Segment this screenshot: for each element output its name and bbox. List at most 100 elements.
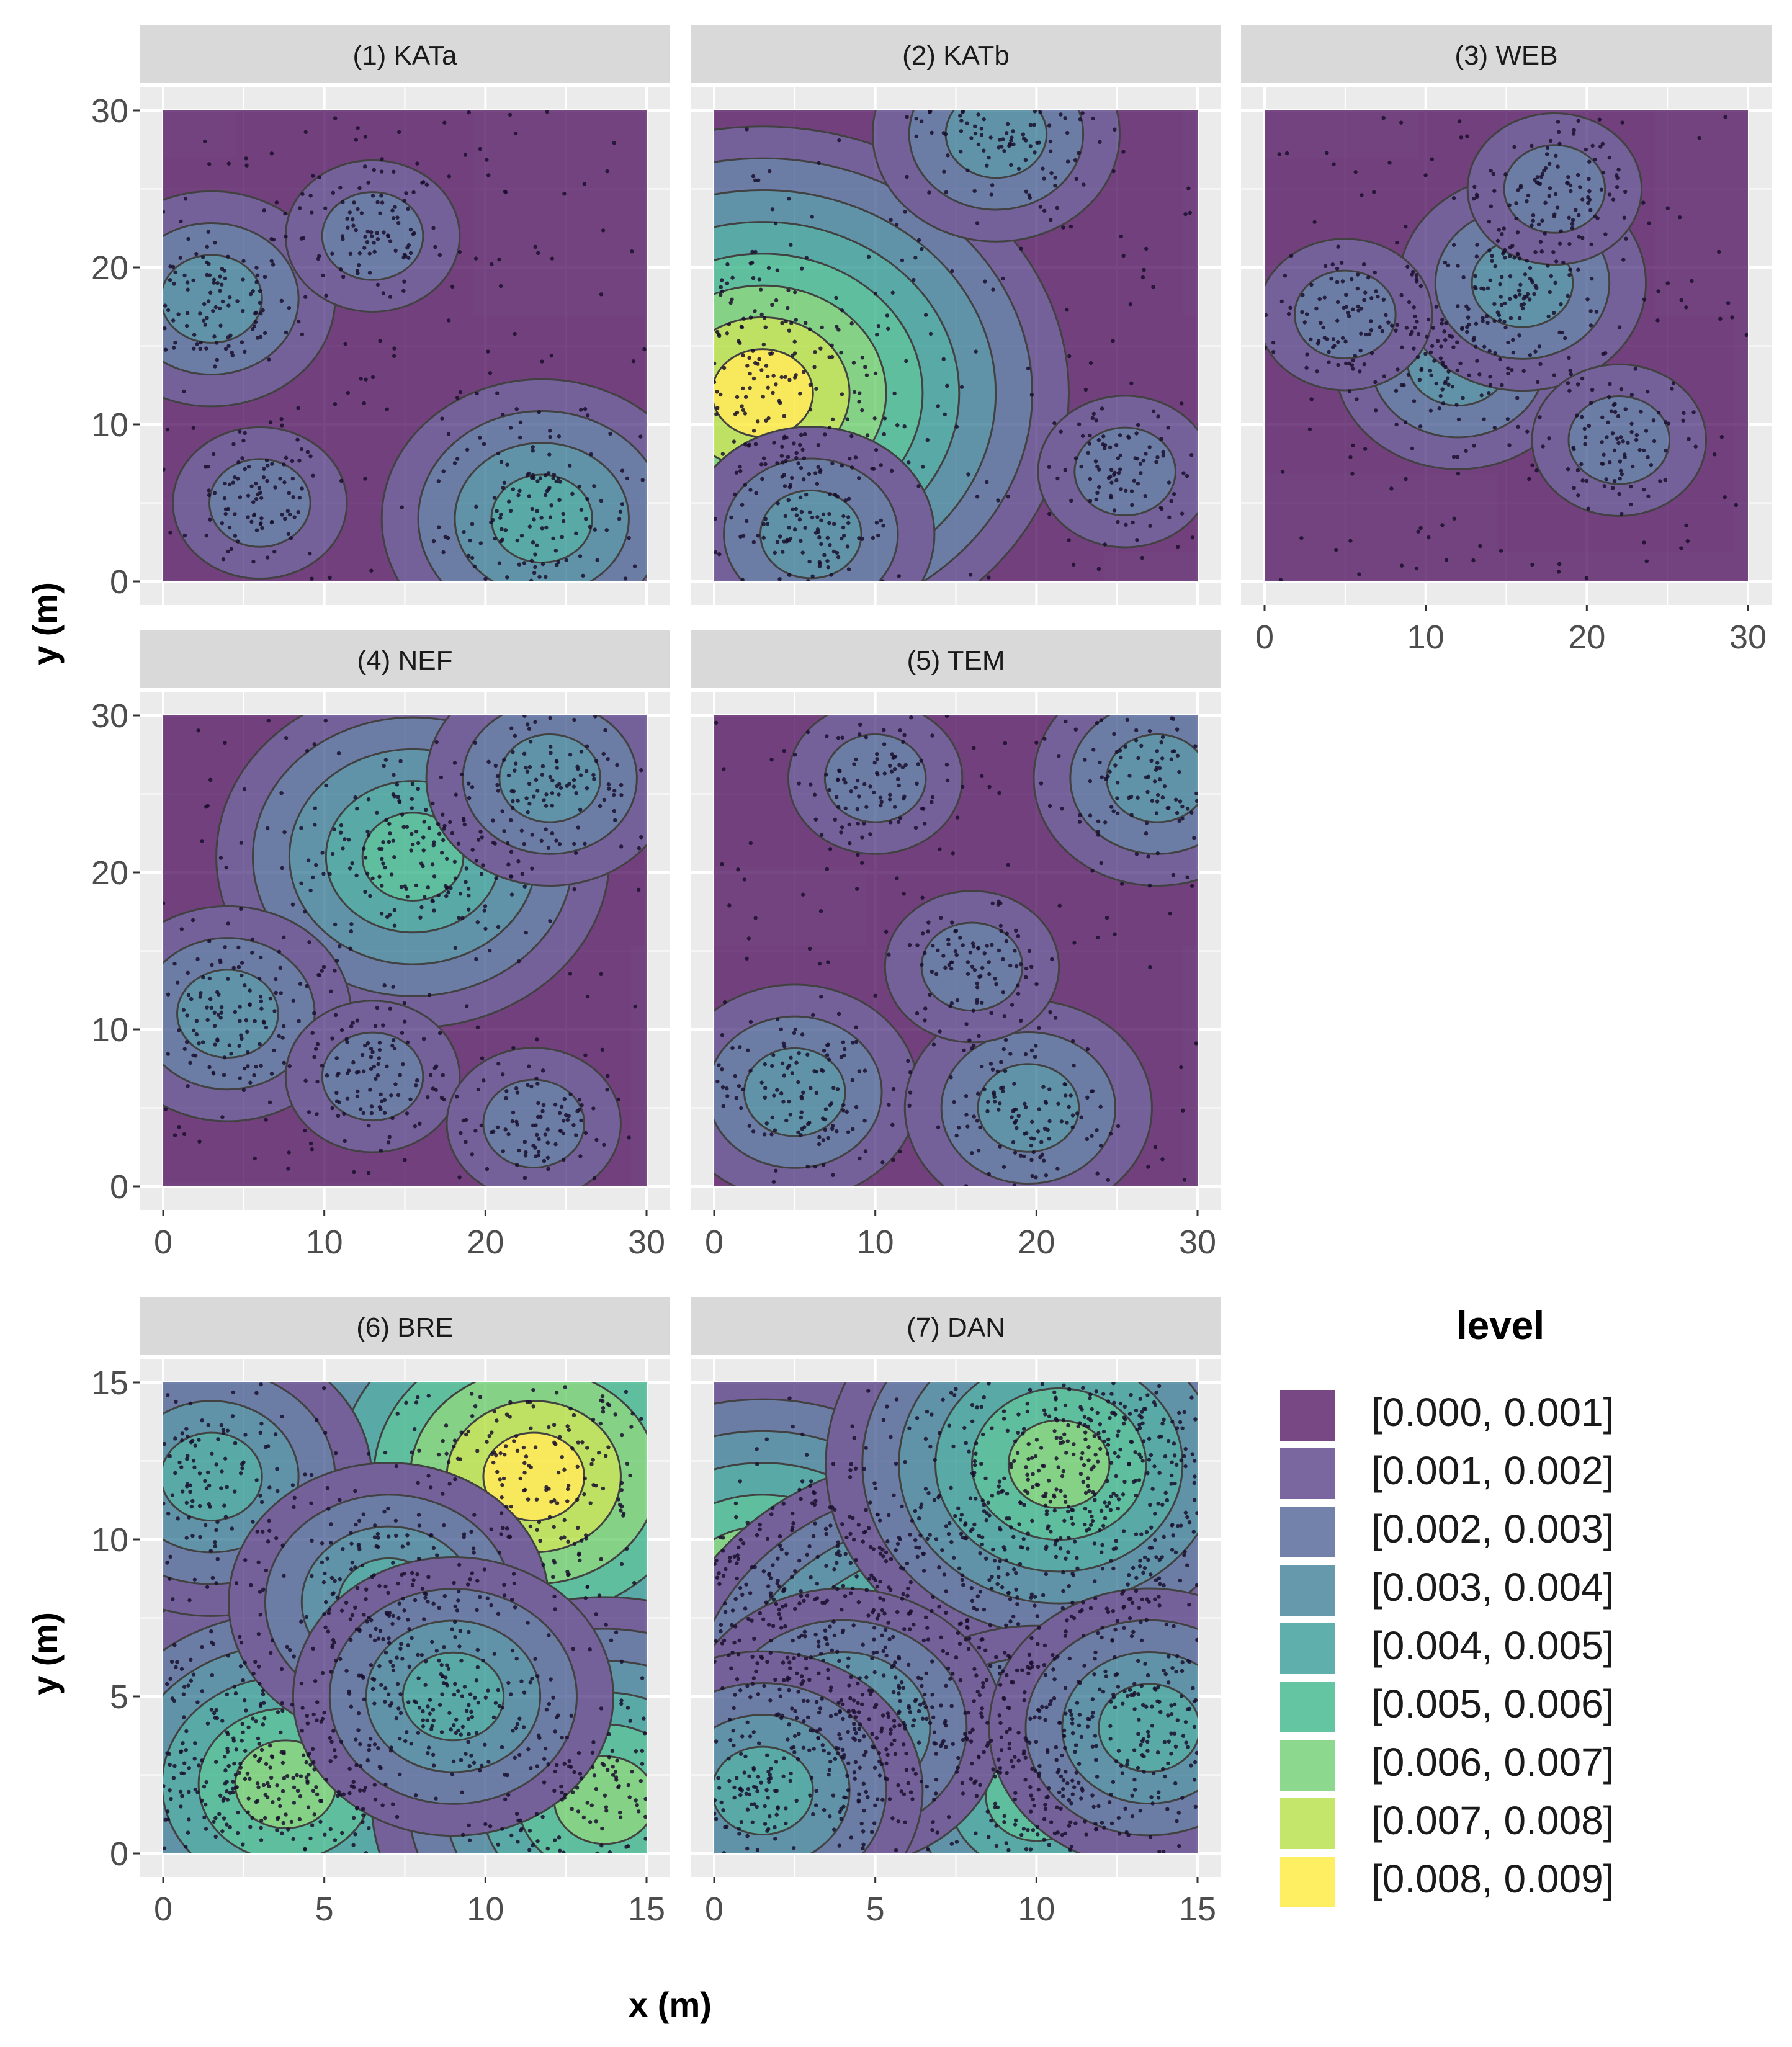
strip-title-bre: (6) BRE	[356, 1312, 453, 1343]
contour-nef-4-2	[482, 1078, 586, 1169]
strip-title-web: (3) WEB	[1454, 40, 1557, 71]
x-tick-tem-1: 10	[857, 1224, 894, 1261]
y-tick-bre-3: 15	[91, 1364, 128, 1402]
density-web	[1265, 110, 1748, 581]
legend-label-0: [0.000, 0.001]	[1371, 1390, 1614, 1435]
contour-tem-1-3	[977, 1063, 1080, 1153]
strip-web	[1241, 25, 1772, 83]
x-tick-dan-2: 10	[1018, 1891, 1055, 1928]
strip-kata	[140, 25, 670, 83]
x-tick-dan-3: 15	[1179, 1891, 1216, 1928]
x-tick-nef-0: 0	[154, 1224, 172, 1261]
y-tick-kata-3: 30	[91, 92, 128, 130]
contour-web-2-2	[1567, 395, 1671, 485]
legend-label-5: [0.005, 0.006]	[1371, 1682, 1614, 1726]
points-tem	[714, 715, 1198, 1186]
y-tick-nef-2: 20	[91, 854, 128, 892]
y-tick-kata-2: 20	[91, 249, 128, 287]
strip-katb	[691, 25, 1221, 83]
legend-swatch-0	[1280, 1390, 1335, 1441]
x-tick-tem-0: 0	[705, 1224, 724, 1261]
x-tick-bre-2: 10	[467, 1891, 504, 1928]
contour-tem-2-2	[823, 733, 927, 823]
x-tick-web-0: 0	[1255, 619, 1274, 656]
strip-nef	[140, 630, 670, 688]
legend-swatch-5	[1280, 1682, 1335, 1732]
legend-label-7: [0.007, 0.008]	[1371, 1798, 1614, 1843]
strip-dan	[691, 1297, 1221, 1355]
density-tem	[714, 715, 1198, 1186]
panel-web: (3) WEB 0 10 20 30	[1241, 25, 1772, 656]
x-tick-web-3: 30	[1729, 619, 1767, 656]
x-tick-dan-1: 5	[866, 1891, 885, 1928]
panel-dan: (7) DAN 0 5 10 15	[691, 1297, 1221, 1928]
y-tick-bre-0: 0	[110, 1835, 128, 1873]
legend-swatch-1	[1280, 1448, 1335, 1499]
legend-swatch-7	[1280, 1798, 1335, 1849]
x-tick-bre-1: 5	[315, 1891, 334, 1928]
strip-title-dan: (7) DAN	[907, 1312, 1005, 1343]
legend: level [0.000, 0.001] [0.001, 0.002] [0.002…	[1280, 1303, 1614, 1907]
contour-dan-9-4	[714, 1745, 814, 1836]
axis-titles: y (m) y (m) x (m)	[25, 582, 712, 2024]
contour-katb-0-8	[714, 348, 814, 438]
points-web	[1265, 115, 1748, 581]
legend-swatch-3	[1280, 1565, 1335, 1616]
y-axis-title-bottom: y (m)	[25, 1612, 65, 1695]
panel-katb: (2) KATb	[691, 25, 1221, 605]
x-tick-nef-1: 10	[306, 1224, 343, 1261]
points-kata	[163, 110, 647, 581]
points-dan	[714, 1382, 1198, 1853]
contour-web-3-2	[1294, 269, 1397, 360]
legend-swatch-4	[1280, 1623, 1335, 1674]
panel-nef: (4) NEF 0 10 20 30 0 10 20 30	[91, 630, 670, 1261]
contour-kata-0-3	[163, 254, 263, 344]
legend-label-1: [0.001, 0.002]	[1371, 1448, 1614, 1493]
contour-katb-3-3	[759, 489, 862, 580]
strip-title-tem: (5) TEM	[907, 645, 1005, 676]
y-tick-nef-0: 0	[110, 1168, 128, 1206]
legend-label-3: [0.003, 0.004]	[1371, 1565, 1614, 1610]
density-katb	[714, 110, 1198, 581]
contour-katb-2-2	[1073, 426, 1176, 517]
x-tick-nef-3: 30	[628, 1224, 665, 1261]
density-nef	[163, 715, 647, 1186]
x-tick-web-1: 10	[1407, 619, 1445, 656]
x-tick-nef-2: 20	[467, 1224, 504, 1261]
strip-title-nef: (4) NEF	[357, 645, 453, 676]
panel-kata: (1) KATa 0 10 20 30	[91, 25, 670, 605]
x-tick-bre-3: 15	[628, 1891, 665, 1928]
legend-swatch-2	[1280, 1507, 1335, 1557]
y-tick-nef-3: 30	[91, 697, 128, 735]
strip-bre	[140, 1297, 670, 1355]
contour-tem-3-3	[1106, 733, 1198, 823]
x-tick-bre-0: 0	[154, 1891, 172, 1928]
x-tick-web-2: 20	[1568, 619, 1605, 656]
y-tick-kata-1: 10	[91, 406, 128, 444]
points-katb	[714, 110, 1195, 581]
legend-swatch-8	[1280, 1857, 1335, 1907]
legend-swatch-6	[1280, 1740, 1335, 1791]
y-tick-nef-1: 10	[91, 1011, 128, 1049]
density-bre	[163, 1382, 647, 1853]
legend-items: [0.000, 0.001] [0.001, 0.002] [0.002, 0.00…	[1280, 1390, 1614, 1907]
y-tick-kata-0: 0	[110, 563, 128, 601]
points-bre	[163, 1382, 647, 1853]
legend-label-6: [0.006, 0.007]	[1371, 1740, 1614, 1785]
legend-label-8: [0.008, 0.009]	[1371, 1857, 1614, 1901]
contour-bre-0-8	[482, 1431, 586, 1522]
x-tick-tem-3: 30	[1179, 1224, 1216, 1261]
points-nef	[163, 715, 643, 1181]
x-axis-title: x (m)	[629, 1985, 712, 2024]
x-tick-dan-0: 0	[705, 1891, 724, 1928]
panel-tem: (5) TEM 0 10 20 30	[691, 630, 1221, 1261]
legend-label-4: [0.004, 0.005]	[1371, 1623, 1614, 1668]
legend-title: level	[1456, 1303, 1544, 1348]
y-tick-bre-1: 5	[110, 1678, 128, 1716]
contour-bre-6-4	[401, 1651, 505, 1742]
strip-title-katb: (2) KATb	[902, 40, 1010, 71]
strip-title-kata: (1) KATa	[353, 40, 457, 71]
y-axis-title-top: y (m)	[25, 582, 65, 665]
